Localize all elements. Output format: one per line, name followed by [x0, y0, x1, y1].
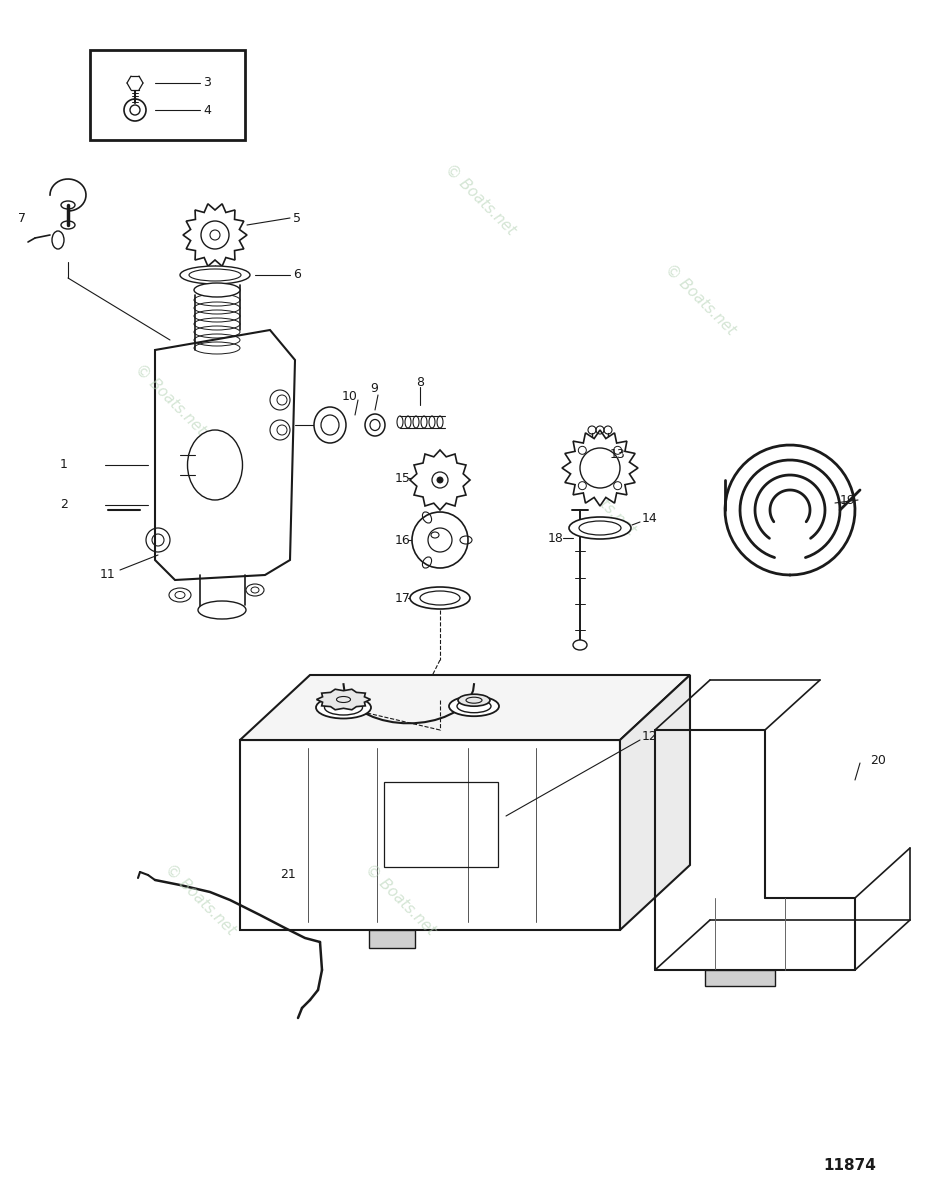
Text: 20: 20 — [870, 754, 885, 767]
Text: 21: 21 — [280, 869, 295, 882]
Ellipse shape — [569, 517, 631, 539]
Bar — [370, 930, 415, 948]
Text: 3: 3 — [203, 77, 211, 90]
Text: 11874: 11874 — [824, 1158, 877, 1172]
Text: 17: 17 — [395, 592, 410, 605]
Polygon shape — [155, 330, 295, 580]
Polygon shape — [562, 430, 638, 506]
Ellipse shape — [365, 414, 385, 436]
Polygon shape — [620, 674, 690, 930]
Polygon shape — [410, 450, 470, 510]
Bar — [90, 50, 245, 140]
Ellipse shape — [316, 696, 371, 719]
Ellipse shape — [410, 587, 470, 608]
Text: 9: 9 — [370, 382, 378, 395]
Text: © Boats.net: © Boats.net — [561, 462, 638, 539]
Ellipse shape — [458, 694, 490, 706]
Circle shape — [437, 476, 443, 482]
Text: 18: 18 — [548, 532, 564, 545]
Text: 2: 2 — [60, 498, 67, 511]
Bar — [385, 782, 499, 868]
Bar — [240, 740, 620, 930]
Polygon shape — [240, 674, 690, 740]
Ellipse shape — [198, 601, 246, 619]
Ellipse shape — [573, 640, 587, 650]
Text: © Boats.net: © Boats.net — [442, 162, 519, 239]
Text: © Boats.net: © Boats.net — [162, 862, 238, 938]
Ellipse shape — [180, 266, 250, 284]
Text: 19: 19 — [840, 493, 856, 506]
Text: 15: 15 — [395, 472, 410, 485]
Text: 16: 16 — [395, 534, 410, 546]
Ellipse shape — [314, 407, 346, 443]
Text: 11: 11 — [100, 568, 116, 581]
Ellipse shape — [194, 283, 240, 296]
Text: © Boats.net: © Boats.net — [662, 262, 738, 338]
Polygon shape — [316, 689, 370, 709]
Text: 8: 8 — [416, 376, 424, 389]
Bar — [705, 970, 775, 986]
Text: 1: 1 — [60, 458, 67, 472]
Polygon shape — [183, 204, 247, 266]
Text: 14: 14 — [642, 511, 657, 524]
Text: 7: 7 — [18, 211, 26, 224]
Circle shape — [412, 512, 468, 568]
Text: 6: 6 — [293, 269, 301, 282]
Text: 4: 4 — [203, 103, 211, 116]
Text: 13: 13 — [610, 449, 626, 462]
Ellipse shape — [449, 696, 499, 716]
Text: © Boats.net: © Boats.net — [132, 361, 208, 438]
Text: 10: 10 — [342, 390, 358, 403]
Text: © Boats.net: © Boats.net — [362, 862, 438, 938]
Text: 5: 5 — [293, 211, 301, 224]
Text: 12: 12 — [642, 731, 657, 744]
